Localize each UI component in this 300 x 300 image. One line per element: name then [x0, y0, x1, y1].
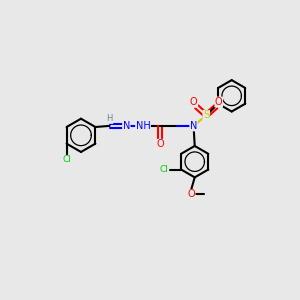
Text: O: O [215, 97, 223, 107]
Text: N: N [190, 121, 197, 131]
Text: O: O [190, 97, 198, 107]
Text: Cl: Cl [159, 165, 168, 174]
Text: NH: NH [136, 121, 150, 131]
Text: H: H [106, 114, 113, 123]
Text: Cl: Cl [62, 155, 71, 164]
Text: O: O [157, 139, 164, 149]
Text: S: S [203, 110, 210, 121]
Text: O: O [188, 190, 195, 200]
Text: N: N [123, 121, 130, 131]
